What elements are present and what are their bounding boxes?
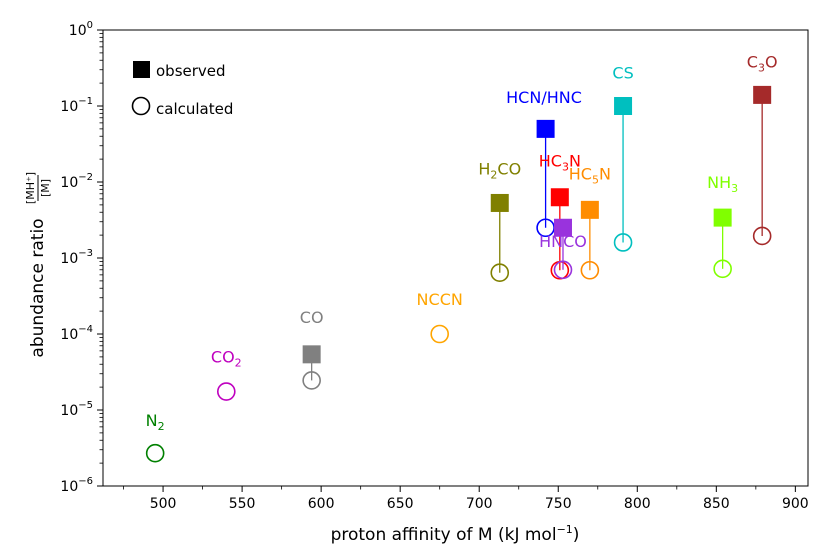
x-tick-label-600: 600: [308, 496, 335, 512]
observed-point-hcn-hnc: [536, 119, 555, 138]
observed-point-c3o: [753, 85, 772, 104]
species-label-hc3n: HC3N: [539, 151, 581, 173]
species-labels: N2 CO2 CO NCCN H2CO HCN/HNC HC3N HNCO HC5N CS NH3 C…: [146, 53, 778, 433]
data-series: [145, 85, 772, 463]
calculated-point-h2co: [490, 263, 510, 283]
calculated-point-n2: [145, 443, 165, 463]
observed-point-co: [302, 345, 321, 364]
legend-observed-marker: [133, 61, 150, 78]
calculated-point-co2: [216, 382, 236, 401]
y-axis: 100 10−1 10−2 10−3 10−4 10−5 10−6: [60, 20, 103, 495]
y-tick-label-0: 100: [69, 20, 93, 39]
species-label-hnco: HNCO: [539, 232, 587, 251]
legend: observed calculated: [131, 61, 233, 118]
species-label-hcn-hnc: HCN/HNC: [506, 88, 582, 107]
y-tick-label--5: 10−5: [60, 400, 93, 419]
x-tick-label-650: 650: [387, 496, 414, 512]
y-tick-label--3: 10−3: [60, 248, 93, 267]
x-axis-label-sup: −1: [557, 523, 573, 536]
calculated-point-nccn: [430, 324, 449, 344]
observed-point-nh3: [713, 208, 732, 227]
x-tick-label-750: 750: [545, 496, 572, 512]
species-label-c3o: C3O: [747, 53, 778, 75]
species-label-h2co: H2CO: [478, 160, 521, 182]
y-tick-label--1: 10−1: [60, 96, 93, 115]
svg-text:abundance ratio: abundance ratio: [28, 218, 48, 357]
x-tick-label-800: 800: [624, 496, 651, 512]
plot-frame: [102, 29, 809, 487]
y-tick-label--4: 10−4: [60, 324, 93, 343]
calculated-point-hc5n: [580, 260, 600, 280]
calculated-point-co: [302, 371, 321, 390]
legend-calculated-marker: [131, 96, 151, 116]
observed-point-h2co: [490, 193, 509, 212]
x-tick-label-900: 900: [782, 496, 809, 512]
calculated-point-c3o: [752, 226, 772, 246]
species-label-cs: CS: [612, 64, 633, 83]
x-tick-label-550: 550: [229, 496, 256, 512]
species-label-hc5n: HC5N: [569, 164, 611, 186]
y-axis-label: abundance ratio [MH⁺] [M]: [24, 172, 52, 358]
species-label-co2: CO2: [211, 348, 242, 370]
legend-calculated-label: calculated: [156, 100, 233, 118]
calculated-point-cs: [613, 233, 633, 252]
x-tick-label-700: 700: [466, 496, 493, 512]
calculated-point-nh3: [713, 259, 732, 279]
x-axis: 500 550 600 650 700 750 800 850 900: [123, 486, 809, 512]
y-axis-label-denominator: [M]: [39, 179, 52, 197]
x-tick-label-500: 500: [150, 496, 177, 512]
calculated-point-hnco: [553, 260, 573, 280]
y-tick-label--6: 10−6: [60, 476, 93, 495]
observed-point-hc3n: [550, 188, 569, 207]
observed-point-hc5n: [580, 200, 599, 219]
y-tick-label--2: 10−2: [60, 172, 93, 191]
y-axis-label-numerator: [MH⁺]: [24, 172, 37, 204]
observed-point-cs: [614, 97, 633, 115]
x-tick-label-850: 850: [703, 496, 730, 512]
legend-observed-label: observed: [156, 62, 226, 80]
x-axis-label: proton affinity of M (kJ mol−1): [331, 523, 580, 545]
species-label-co: CO: [300, 308, 324, 327]
observed-point-hnco: [553, 218, 572, 237]
species-label-nh3: NH3: [707, 173, 738, 195]
species-label-nccn: NCCN: [417, 290, 463, 309]
species-label-n2: N2: [146, 411, 165, 433]
